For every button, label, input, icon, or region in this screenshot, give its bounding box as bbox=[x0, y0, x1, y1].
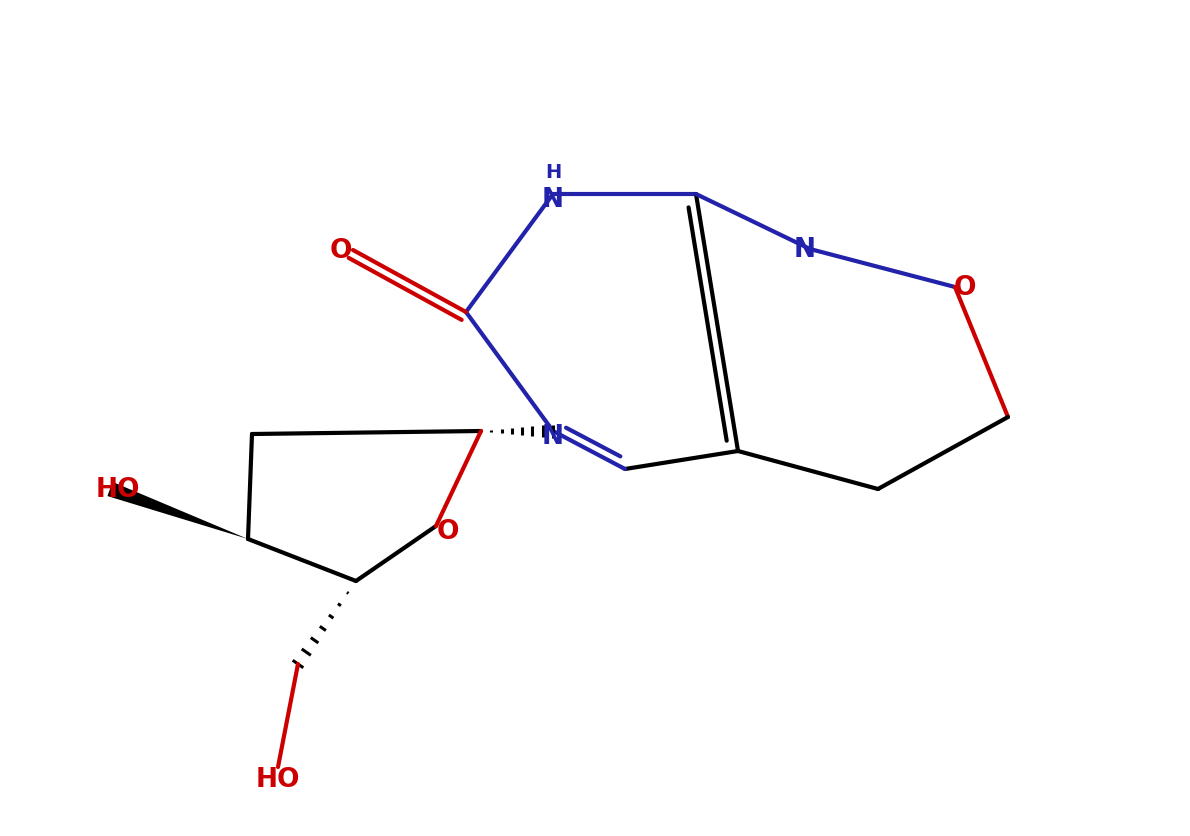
Text: HO: HO bbox=[256, 766, 300, 792]
Text: HO: HO bbox=[95, 477, 140, 502]
Text: O: O bbox=[953, 275, 976, 301]
Text: O: O bbox=[437, 518, 459, 544]
Polygon shape bbox=[107, 482, 248, 539]
Text: H: H bbox=[545, 163, 562, 182]
Text: O: O bbox=[330, 237, 352, 263]
Text: N: N bbox=[794, 237, 816, 263]
Text: N: N bbox=[541, 424, 564, 450]
Text: N: N bbox=[541, 186, 564, 212]
